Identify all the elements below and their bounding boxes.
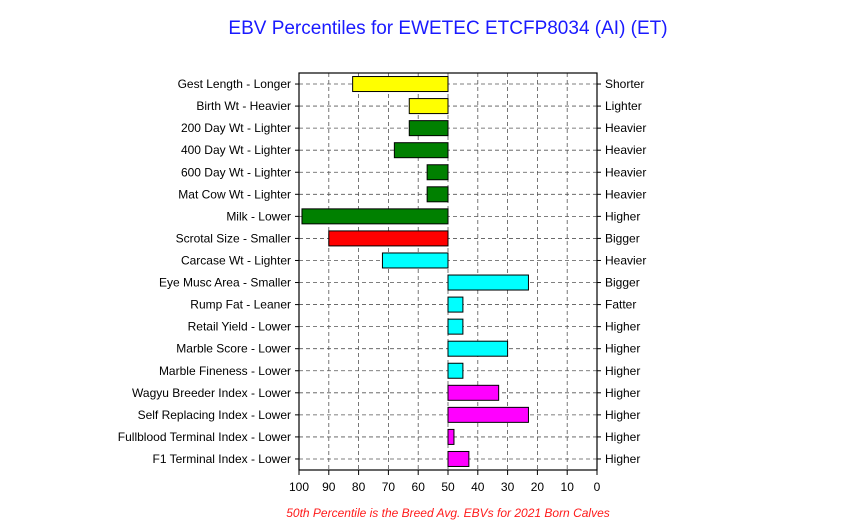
trait-left-label: Eye Musc Area - Smaller xyxy=(159,276,291,290)
trait-left-label: Carcase Wt - Lighter xyxy=(181,253,291,267)
trait-right-label: Fatter xyxy=(605,298,636,312)
bar xyxy=(393,142,449,159)
bar xyxy=(447,362,464,379)
x-tick-label: 10 xyxy=(561,480,575,494)
bar xyxy=(381,252,449,269)
trait-left-label: Wagyu Breeder Index - Lower xyxy=(132,386,291,400)
trait-left-label: Birth Wt - Heavier xyxy=(196,99,291,113)
trait-left-label: Fullblood Terminal Index - Lower xyxy=(118,430,291,444)
bar xyxy=(426,164,449,181)
bar xyxy=(426,186,449,203)
x-tick-label: 40 xyxy=(471,480,485,494)
bar xyxy=(447,274,529,291)
trait-left-label: Self Replacing Index - Lower xyxy=(138,408,291,422)
trait-right-label: Shorter xyxy=(605,77,644,91)
x-tick-label: 50 xyxy=(441,480,455,494)
trait-left-label: Retail Yield - Lower xyxy=(188,320,291,334)
x-tick-label: 0 xyxy=(594,480,601,494)
bar xyxy=(328,230,449,247)
trait-left-label: F1 Terminal Index - Lower xyxy=(152,452,291,466)
trait-left-label: 600 Day Wt - Lighter xyxy=(181,165,291,179)
chart-footnote: 50th Percentile is the Breed Avg. EBVs f… xyxy=(286,506,610,520)
trait-right-label: Bigger xyxy=(605,276,640,290)
trait-right-label: Bigger xyxy=(605,231,640,245)
trait-left-label: Mat Cow Wt - Lighter xyxy=(178,187,291,201)
x-tick-label: 100 xyxy=(289,480,309,494)
trait-right-label: Higher xyxy=(605,364,640,378)
trait-right-label: Higher xyxy=(605,408,640,422)
trait-left-label: Scrotal Size - Smaller xyxy=(176,231,291,245)
trait-right-label: Higher xyxy=(605,320,640,334)
bar xyxy=(447,340,509,357)
bar xyxy=(301,208,449,225)
trait-left-label: Gest Length - Longer xyxy=(178,77,291,91)
trait-right-label: Higher xyxy=(605,386,640,400)
trait-right-label: Heavier xyxy=(605,143,646,157)
trait-left-label: Rump Fat - Leaner xyxy=(190,298,291,312)
trait-right-label: Lighter xyxy=(605,99,642,113)
trait-left-label: Marble Fineness - Lower xyxy=(159,364,291,378)
x-tick-label: 20 xyxy=(531,480,545,494)
bar xyxy=(447,428,455,445)
plot-area: Gest Length - Longer Shorter Birth Wt - He… xyxy=(118,72,646,494)
bar xyxy=(447,450,470,467)
bar xyxy=(447,384,500,401)
trait-right-label: Heavier xyxy=(605,121,646,135)
trait-right-label: Heavier xyxy=(605,187,646,201)
trait-left-label: Milk - Lower xyxy=(226,209,291,223)
trait-right-label: Higher xyxy=(605,209,640,223)
trait-right-label: Higher xyxy=(605,342,640,356)
bar xyxy=(447,406,529,423)
x-tick-label: 80 xyxy=(352,480,366,494)
bar xyxy=(447,296,464,313)
chart-title: EBV Percentiles for EWETEC ETCFP8034 (AI… xyxy=(228,18,667,39)
trait-right-label: Heavier xyxy=(605,253,646,267)
trait-right-label: Heavier xyxy=(605,165,646,179)
x-tick-label: 90 xyxy=(322,480,336,494)
trait-left-label: 200 Day Wt - Lighter xyxy=(181,121,291,135)
trait-right-label: Higher xyxy=(605,452,640,466)
x-tick-label: 60 xyxy=(412,480,426,494)
trait-right-label: Higher xyxy=(605,430,640,444)
x-tick-label: 70 xyxy=(382,480,396,494)
bar xyxy=(408,98,449,115)
x-tick-label: 30 xyxy=(501,480,515,494)
bar xyxy=(352,76,449,93)
bar xyxy=(447,318,464,335)
bar xyxy=(408,120,449,137)
trait-left-label: Marble Score - Lower xyxy=(176,342,291,356)
trait-left-label: 400 Day Wt - Lighter xyxy=(181,143,291,157)
